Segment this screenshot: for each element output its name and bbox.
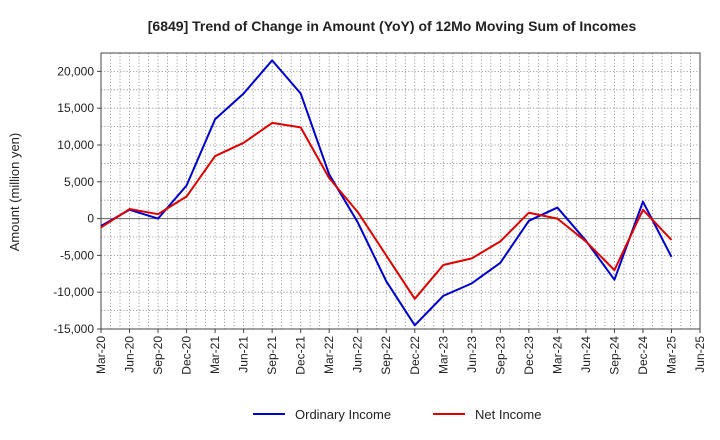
x-tick-label: Mar-23: [436, 336, 450, 374]
x-tick-label: Dec-21: [294, 336, 308, 375]
x-tick-label: Jun-21: [237, 336, 251, 373]
legend-label: Net Income: [475, 407, 541, 422]
series-line-net-income: [100, 121, 673, 300]
legend: Ordinary Income Net Income: [253, 407, 541, 422]
x-tick-label: Jun-25: [693, 336, 707, 373]
x-tick-label: Sep-22: [379, 336, 393, 375]
y-tick-label: 10,000: [57, 138, 94, 152]
x-tick-label: Jun-23: [465, 336, 479, 373]
y-tick-label: -10,000: [53, 285, 94, 299]
x-tick-label: Dec-22: [408, 336, 422, 375]
x-tick-label: Sep-23: [493, 336, 507, 375]
y-axis-label: Amount (million yen): [7, 133, 22, 252]
x-tick-label: Dec-20: [180, 336, 194, 375]
chart-title: [6849] Trend of Change in Amount (YoY) o…: [148, 18, 637, 34]
x-tick-label: Mar-25: [664, 336, 678, 374]
x-tick-label: Mar-21: [208, 336, 222, 374]
plot-area: 20,000 15,000 10,000 5,000 0 -5,000 -10,000 -15…: [53, 52, 707, 375]
x-tick-label: Mar-20: [94, 336, 108, 374]
x-tick-label: Mar-22: [322, 336, 336, 374]
legend-label: Ordinary Income: [295, 407, 391, 422]
plot-background: [101, 53, 700, 329]
x-tick-label: Jun-22: [351, 336, 365, 373]
x-tick-label: Sep-24: [607, 336, 621, 375]
y-tick-label: 5,000: [64, 175, 94, 189]
y-tick-label: 20,000: [57, 64, 94, 78]
y-tick-label: -15,000: [53, 322, 94, 336]
x-tick-label: Dec-23: [522, 336, 536, 375]
x-tick-label: Jun-24: [579, 336, 593, 373]
y-tick-label: 15,000: [57, 101, 94, 115]
plot-frame: [100, 52, 701, 330]
x-tick-label: Dec-24: [636, 336, 650, 375]
x-tick-label: Jun-20: [123, 336, 137, 373]
series-line-ordinary-income: [100, 59, 673, 327]
y-tick-label: -5,000: [60, 248, 94, 262]
x-tick-label: Mar-24: [550, 336, 564, 374]
y-tick-label: 0: [87, 212, 94, 226]
x-tick-label: Sep-21: [265, 336, 279, 375]
x-tick-label: Sep-20: [151, 336, 165, 375]
